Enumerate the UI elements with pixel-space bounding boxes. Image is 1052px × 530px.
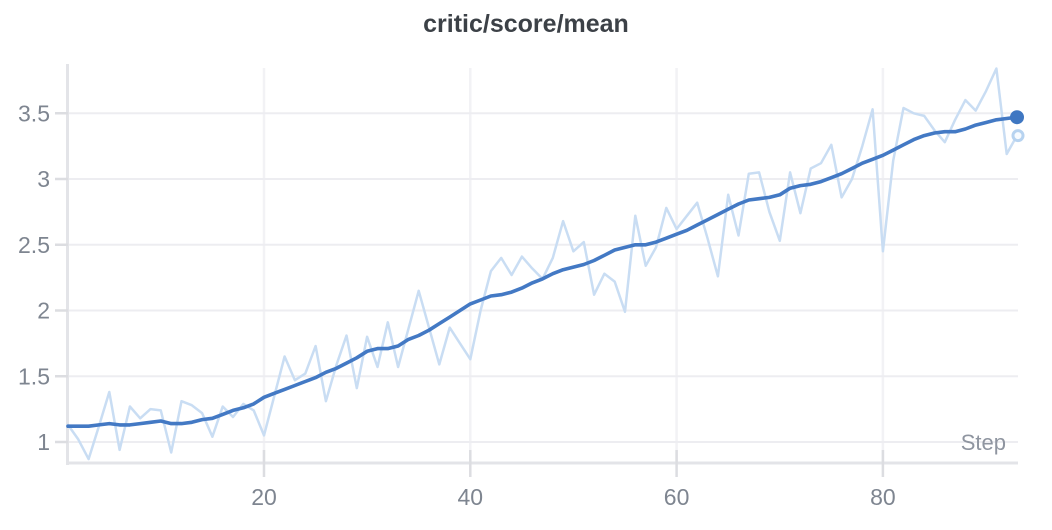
chart-title: critic/score/mean bbox=[423, 10, 629, 38]
raw-endpoint-ring-marker bbox=[1011, 129, 1025, 143]
smoothed-series-line bbox=[66, 115, 1019, 429]
x-tick-label: 20 bbox=[251, 484, 277, 510]
axis-lines bbox=[66, 64, 1018, 465]
x-tick-label: 80 bbox=[870, 484, 896, 510]
x-tick-label: 60 bbox=[664, 484, 690, 510]
y-tick-label: 1 bbox=[37, 429, 50, 455]
y-tick-label: 1.5 bbox=[18, 363, 50, 389]
x-tick-label: 40 bbox=[457, 484, 483, 510]
x-axis-title: Step bbox=[961, 430, 1006, 455]
plot-hover-region[interactable] bbox=[68, 68, 1018, 463]
tick-labels: 20 40 60 80 1 1.5 2 2.5 3 3.5 bbox=[18, 100, 896, 510]
smoothed-endpoint-dot-marker bbox=[1010, 110, 1024, 125]
horizontal-gridlines bbox=[68, 112, 1018, 443]
tick-marks bbox=[55, 112, 885, 477]
y-tick-label: 3 bbox=[37, 166, 50, 192]
y-tick-label: 2.5 bbox=[18, 232, 50, 258]
y-tick-label: 3.5 bbox=[18, 100, 50, 126]
y-tick-label: 2 bbox=[37, 298, 50, 324]
